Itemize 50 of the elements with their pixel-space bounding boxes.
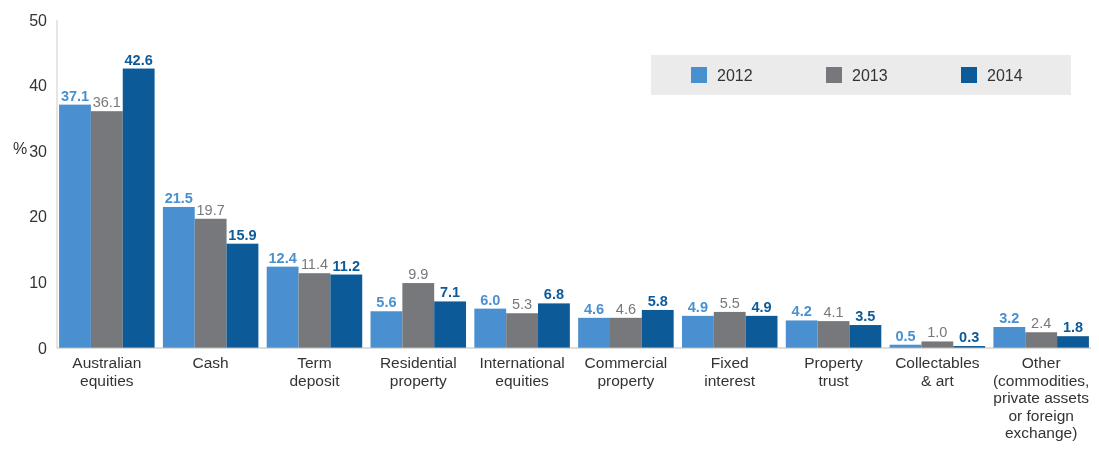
data-label: 4.9 <box>687 298 708 315</box>
y-tick-label: 0 <box>38 339 48 357</box>
x-tick-label: International equities <box>479 354 565 389</box>
x-tick-label: Other (commodities, private assets or foreign exchange) <box>992 354 1090 441</box>
x-tick-label: Commercial property <box>584 354 668 389</box>
data-label: 7.1 <box>440 284 461 301</box>
y-tick-label: 40 <box>29 77 48 95</box>
legend-label: 2013 <box>852 66 888 84</box>
legend-label: 2012 <box>717 66 753 84</box>
data-label: 11.2 <box>332 257 361 274</box>
x-tick-label: Cash <box>192 354 229 371</box>
data-label: 1.0 <box>927 324 948 341</box>
data-label: 6.8 <box>543 286 565 303</box>
x-tick-label: Australian equities <box>72 354 142 389</box>
x-tick-label: Property trust <box>804 354 864 389</box>
legend-label: 2014 <box>987 66 1023 84</box>
data-label: 0.5 <box>895 327 916 344</box>
data-label: 5.3 <box>512 296 533 313</box>
data-label: 4.9 <box>751 298 772 315</box>
data-label: 5.6 <box>376 294 397 311</box>
data-label: 11.4 <box>300 256 329 273</box>
y-tick-label: 10 <box>29 274 48 291</box>
y-tick-label: 20 <box>29 208 48 226</box>
data-label: 0.3 <box>959 329 980 346</box>
data-label: 2.4 <box>1031 315 1052 332</box>
data-label: 42.6 <box>124 51 153 68</box>
y-axis-title: % <box>12 140 28 157</box>
y-tick-label: 50 <box>29 11 48 29</box>
data-label: 19.7 <box>196 201 225 218</box>
data-label: 4.1 <box>823 304 844 321</box>
data-label: 5.8 <box>647 292 668 309</box>
data-label: 6.0 <box>480 291 501 308</box>
x-tick-label: Collectables & art <box>895 354 980 389</box>
data-label: 4.6 <box>583 300 605 317</box>
data-label: 3.2 <box>999 310 1020 327</box>
y-tick-label: 30 <box>29 142 48 160</box>
x-tick-label: Fixed interest <box>704 354 756 389</box>
data-label: 12.4 <box>268 249 297 266</box>
data-label: 15.9 <box>228 226 257 243</box>
data-label: 4.6 <box>615 300 636 317</box>
x-tick-label: Term deposit <box>289 354 341 389</box>
data-label: 5.5 <box>719 294 740 311</box>
data-label: 9.9 <box>408 266 429 283</box>
x-tick-label: Residential property <box>379 354 457 389</box>
data-label: 37.1 <box>60 87 90 104</box>
data-label: 3.5 <box>855 308 876 325</box>
data-label: 36.1 <box>92 94 121 111</box>
data-label: 21.5 <box>164 189 193 206</box>
data-label: 1.8 <box>1062 319 1084 336</box>
data-label: 4.2 <box>791 303 812 320</box>
